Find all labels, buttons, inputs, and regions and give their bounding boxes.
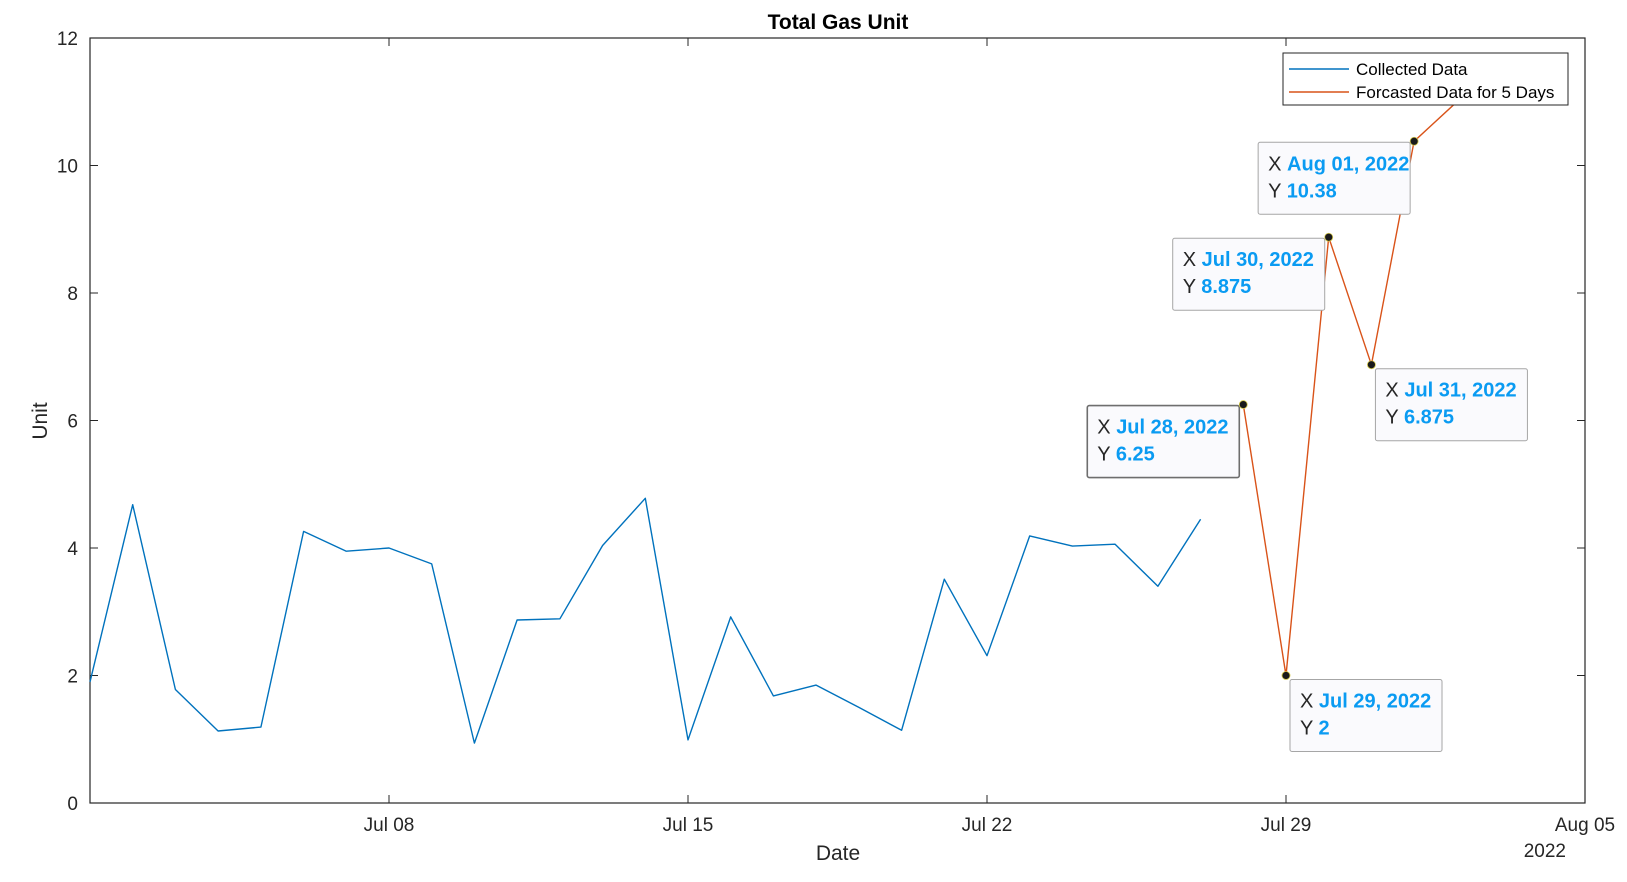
datatip-y-text: Y 10.38 <box>1268 180 1337 202</box>
datatip-x-text: X Jul 29, 2022 <box>1300 691 1431 713</box>
datatip-x-text: X Jul 31, 2022 <box>1385 380 1516 402</box>
legend: Collected Data Forcasted Data for 5 Days <box>1282 52 1569 106</box>
datatip-box <box>1086 404 1241 479</box>
data-series <box>89 101 1458 744</box>
collected-data-line <box>89 497 1202 744</box>
axis-ticks: 0 2 4 6 8 10 12 Jul 08 Jul 15 Jul 22 Jul 29 Aug 05 <box>57 29 1615 836</box>
datatip: X Jul 28, 2022 Y 6.25 <box>1086 400 1248 479</box>
y-tick-label: 4 <box>67 539 78 560</box>
x-axis-title: Date <box>816 842 860 865</box>
datatip-x-text: X Aug 01, 2022 <box>1268 153 1409 175</box>
x-tick-label: Jul 29 <box>1261 815 1312 836</box>
chart-title: Total Gas Unit <box>768 11 909 34</box>
y-tick-label: 2 <box>67 667 78 688</box>
datatip-y-text: Y 2 <box>1300 718 1330 740</box>
y-tick-label: 10 <box>57 157 78 178</box>
y-tick-label: 6 <box>67 412 78 433</box>
datatip-box <box>1289 679 1443 752</box>
datatip-box <box>1374 368 1528 442</box>
datatip-x-text: X Jul 30, 2022 <box>1183 249 1314 271</box>
datatip-y-text: Y 8.875 <box>1183 276 1252 298</box>
legend-label: Forcasted Data for 5 Days <box>1356 83 1554 102</box>
y-tick-label: 0 <box>67 794 78 815</box>
x-tick-label: Jul 22 <box>962 815 1013 836</box>
datatip: X Jul 30, 2022 Y 8.875 <box>1172 232 1334 311</box>
datatip-marker <box>1281 671 1291 680</box>
datatip-y-text: Y 6.875 <box>1385 407 1454 429</box>
x-tick-label: Jul 08 <box>364 815 415 836</box>
legend-label: Collected Data <box>1356 60 1468 79</box>
datatip-box <box>1172 237 1326 311</box>
datatip-marker <box>1409 136 1419 146</box>
datatip-y-text: Y 6.25 <box>1097 444 1154 466</box>
x-axis-year-label: 2022 <box>1524 841 1566 862</box>
forecast-data-line <box>1242 101 1458 677</box>
legend-box <box>1282 52 1569 106</box>
datatip-marker <box>1238 400 1248 409</box>
datatip-x-text: X Jul 28, 2022 <box>1097 417 1228 439</box>
x-tick-label: Aug 05 <box>1555 815 1615 836</box>
datatip-marker <box>1324 232 1334 242</box>
x-tick-label: Jul 15 <box>663 815 714 836</box>
datatip-marker <box>1367 360 1376 370</box>
y-tick-label: 12 <box>57 29 78 50</box>
datatip: X Jul 31, 2022 Y 6.875 <box>1367 360 1528 442</box>
datatip: X Aug 01, 2022 Y 10.38 <box>1257 136 1419 215</box>
y-axis-title: Unit <box>29 402 52 440</box>
y-tick-label: 8 <box>67 284 78 305</box>
datatip: X Jul 29, 2022 Y 2 <box>1281 671 1443 752</box>
datatip-box <box>1257 141 1411 215</box>
